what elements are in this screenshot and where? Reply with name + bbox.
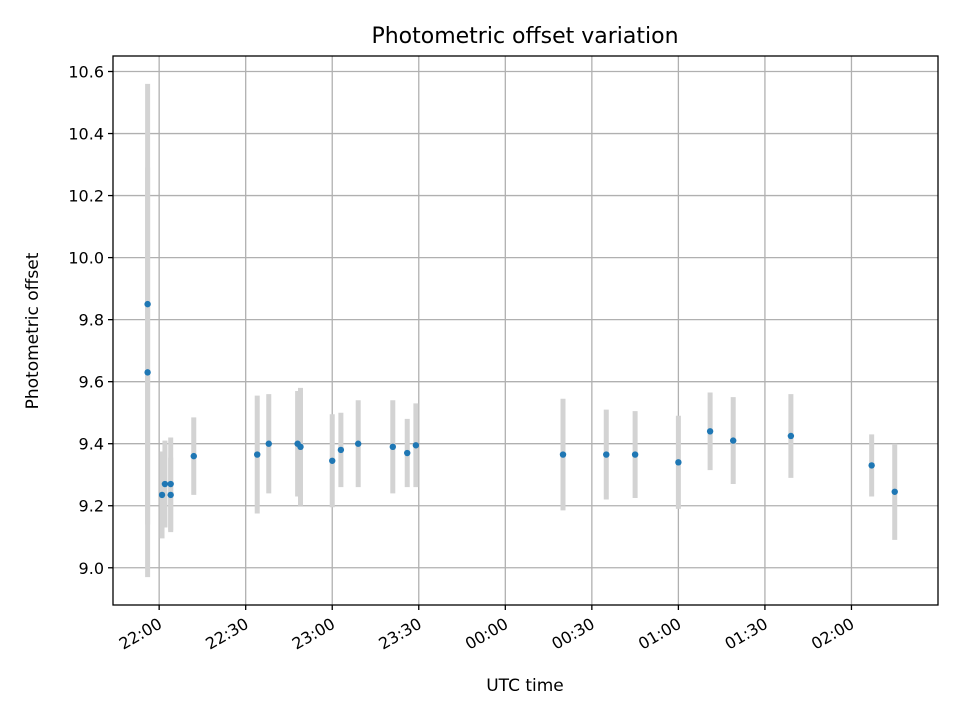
data-point (631, 451, 639, 458)
y-tick-label: 10.0 (68, 249, 104, 268)
y-tick-label: 10.2 (68, 187, 104, 206)
y-tick-label: 9.2 (79, 497, 104, 516)
data-point (329, 457, 336, 464)
data-point (891, 488, 898, 495)
data-point (706, 428, 714, 435)
data-point (161, 480, 169, 488)
data-point (254, 451, 261, 458)
data-point (603, 451, 610, 458)
x-tick-label: 23:30 (375, 614, 424, 654)
data-point (158, 491, 166, 499)
data-point (167, 480, 174, 488)
data-point (190, 452, 197, 460)
x-tick-label: 01:30 (721, 614, 770, 654)
y-tick-label: 9.6 (79, 373, 104, 392)
data-point (787, 432, 795, 440)
data-point (389, 443, 397, 451)
x-tick-label: 23:00 (289, 614, 338, 654)
y-tick-label: 9.4 (79, 435, 104, 454)
data-point (404, 449, 411, 457)
plot-frame (112, 55, 939, 606)
y-tick-label: 10.4 (68, 125, 104, 144)
y-tick-label: 10.6 (68, 63, 104, 82)
data-point (144, 300, 151, 308)
y-axis-label: Photometric offset (23, 252, 43, 409)
x-tick-label: 22:00 (116, 614, 165, 654)
data-point (354, 440, 362, 447)
data-point (144, 369, 151, 376)
point-layer (144, 300, 898, 499)
data-point (265, 440, 272, 447)
chart-title: Photometric offset variation (371, 24, 678, 49)
data-point (167, 491, 174, 499)
x-tick-label: 00:00 (462, 614, 511, 654)
y-tick-label: 9.8 (79, 311, 104, 330)
x-axis-label: UTC time (486, 676, 564, 696)
data-point (868, 462, 875, 469)
x-tick-label: 01:00 (635, 614, 684, 654)
data-point (559, 451, 567, 458)
errorbar-layer (145, 83, 898, 578)
y-tick-label: 9.0 (79, 559, 104, 578)
data-point (412, 442, 420, 449)
x-tick-label: 22:30 (202, 614, 251, 654)
x-tick-label: 00:30 (548, 614, 597, 654)
data-point (729, 437, 737, 444)
data-point (337, 446, 345, 454)
data-point (297, 443, 304, 451)
data-point (675, 459, 682, 466)
x-tick-label: 02:00 (808, 614, 857, 654)
tick-layer: 22:00 22:30 23:00 23:30 00:00 00:30 01:00 01:30… (68, 63, 857, 654)
grid-layer (113, 56, 938, 605)
